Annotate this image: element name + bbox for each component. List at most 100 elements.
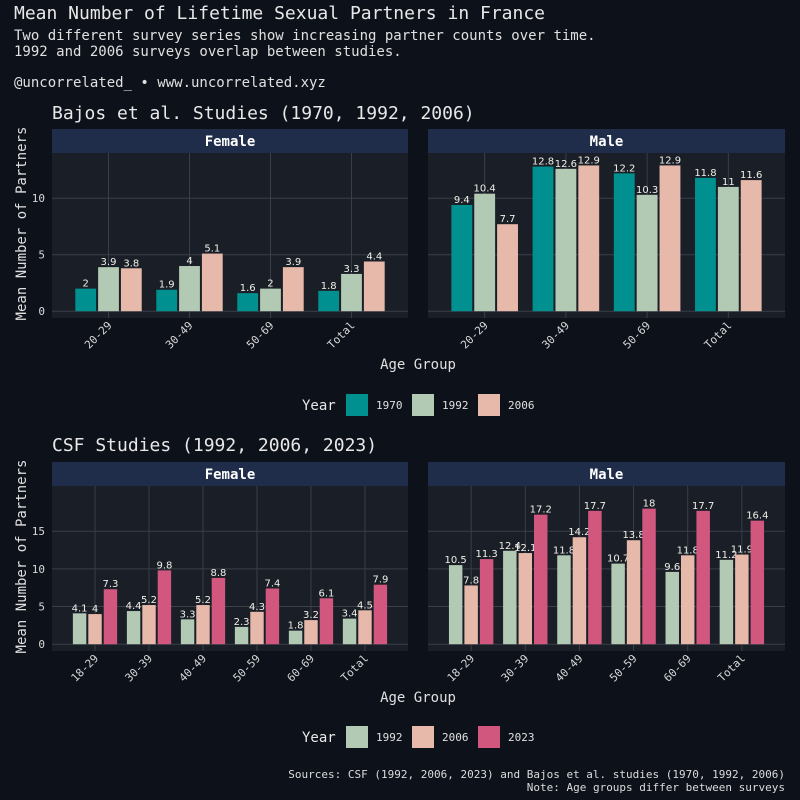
sources-caption: Sources: CSF (1992, 2006, 2023) and Bajo… <box>288 768 785 781</box>
data-label: 5.1 <box>204 244 220 255</box>
bar-1992 <box>342 618 357 645</box>
data-label: 10.4 <box>474 184 496 195</box>
data-label: 10.3 <box>636 185 658 196</box>
note-caption: Note: Age groups differ between surveys <box>526 781 785 794</box>
bar-2006 <box>518 553 533 645</box>
legend-label-2006: 2006 <box>508 399 535 412</box>
legend-swatch-1992 <box>412 394 434 416</box>
x-tick-label: 50-69 <box>621 319 654 352</box>
bar-2006 <box>626 540 641 645</box>
legend-swatch-1992 <box>346 726 368 748</box>
x-tick-label: 30-49 <box>539 319 572 352</box>
bar-2006 <box>142 605 156 645</box>
legend-label-1970: 1970 <box>376 399 403 412</box>
data-label: 4 <box>186 256 192 267</box>
bar-1992 <box>179 266 200 312</box>
bar-2006 <box>363 261 385 312</box>
data-label: 12.1 <box>514 543 536 554</box>
bar-1992 <box>180 619 195 645</box>
data-label: 3.8 <box>123 258 139 269</box>
bar-2006 <box>578 165 600 312</box>
data-label: 1.8 <box>321 281 337 292</box>
data-label: 4 <box>92 604 98 615</box>
data-label: 3.9 <box>285 257 301 268</box>
chart-subtitle-line-2: 1992 and 2006 surveys overlap between st… <box>14 44 402 60</box>
bar-2006 <box>304 620 318 645</box>
bar-2006 <box>250 611 264 645</box>
bar-2006 <box>464 585 478 645</box>
bar-1970 <box>237 293 259 312</box>
data-label: 7.3 <box>102 579 118 590</box>
x-tick-label: Total <box>702 319 735 352</box>
data-label: 5.2 <box>195 595 211 606</box>
x-tick-label: 20-29 <box>458 319 491 352</box>
legend-label-2023: 2023 <box>508 731 535 744</box>
data-label: 17.7 <box>584 501 606 512</box>
facet-label: Female <box>205 134 256 150</box>
data-label: 14.2 <box>568 527 590 538</box>
bar-2023 <box>642 508 656 645</box>
data-label: 12.2 <box>613 163 635 174</box>
bar-1992 <box>448 565 463 645</box>
data-label: 3.9 <box>101 257 117 268</box>
data-label: 11 <box>722 177 735 188</box>
chart-1-title: Bajos et al. Studies (1970, 1992, 2006) <box>52 103 475 124</box>
x-tick-label: Total <box>715 652 748 685</box>
bar-1992 <box>98 267 119 312</box>
data-label: 7.7 <box>500 214 516 225</box>
x-tick-label: 60-69 <box>284 652 317 685</box>
bar-2023 <box>750 520 765 645</box>
data-label: 11.8 <box>677 545 699 556</box>
bar-1992 <box>503 550 517 645</box>
data-label: 4.1 <box>72 603 88 614</box>
x-tick-label: 50-59 <box>607 652 640 685</box>
bar-2006 <box>201 253 223 312</box>
data-label: 4.5 <box>357 600 373 611</box>
bar-2006 <box>196 605 210 645</box>
legend-label-2006: 2006 <box>442 731 469 744</box>
bar-1970 <box>75 288 97 312</box>
chart-1-y-axis-label: Mean Number of Partners <box>14 127 30 321</box>
data-label: 11.8 <box>694 168 716 179</box>
data-label: 7.9 <box>372 575 388 586</box>
x-tick-label: 50-69 <box>244 319 277 352</box>
bar-2023 <box>157 570 172 645</box>
y-tick-label: 0 <box>38 305 45 318</box>
data-label: 1.6 <box>240 283 256 294</box>
bar-2023 <box>479 559 494 645</box>
facet-label: Male <box>590 134 624 150</box>
legend-label-1992: 1992 <box>442 399 469 412</box>
data-label: 3.3 <box>344 264 360 275</box>
data-label: 5.2 <box>141 595 157 606</box>
bar-2006 <box>358 610 372 645</box>
data-label: 12.6 <box>555 159 577 170</box>
bar-1992 <box>555 168 577 312</box>
x-tick-label: 40-49 <box>553 652 586 685</box>
data-label: 11.9 <box>731 545 753 556</box>
bar-2023 <box>211 577 226 645</box>
data-label: 2 <box>83 279 89 290</box>
chart-subtitle-line-1: Two different survey series show increas… <box>14 28 596 44</box>
x-tick-label: 20-29 <box>82 319 115 352</box>
bar-1992 <box>260 288 281 312</box>
data-label: 18 <box>643 499 656 510</box>
bar-1992 <box>717 186 739 312</box>
bar-2006 <box>659 165 681 312</box>
bar-2023 <box>265 588 280 645</box>
bar-2023 <box>588 510 602 645</box>
bar-2023 <box>534 514 548 645</box>
x-tick-label: 30-39 <box>499 652 532 685</box>
chart-title: Mean Number of Lifetime Sexual Partners … <box>14 3 546 24</box>
facet-label: Female <box>205 467 256 483</box>
data-label: 9.8 <box>156 560 172 571</box>
bar-2006 <box>735 554 749 645</box>
legend-swatch-2006 <box>478 394 500 416</box>
data-label: 4.3 <box>249 602 265 613</box>
x-tick-label: Total <box>338 652 371 685</box>
data-label: 11.8 <box>553 545 575 556</box>
facet-strip <box>428 129 785 153</box>
data-label: 17.7 <box>692 501 714 512</box>
data-label: 3.2 <box>303 610 319 621</box>
data-label: 11.2 <box>715 550 737 561</box>
